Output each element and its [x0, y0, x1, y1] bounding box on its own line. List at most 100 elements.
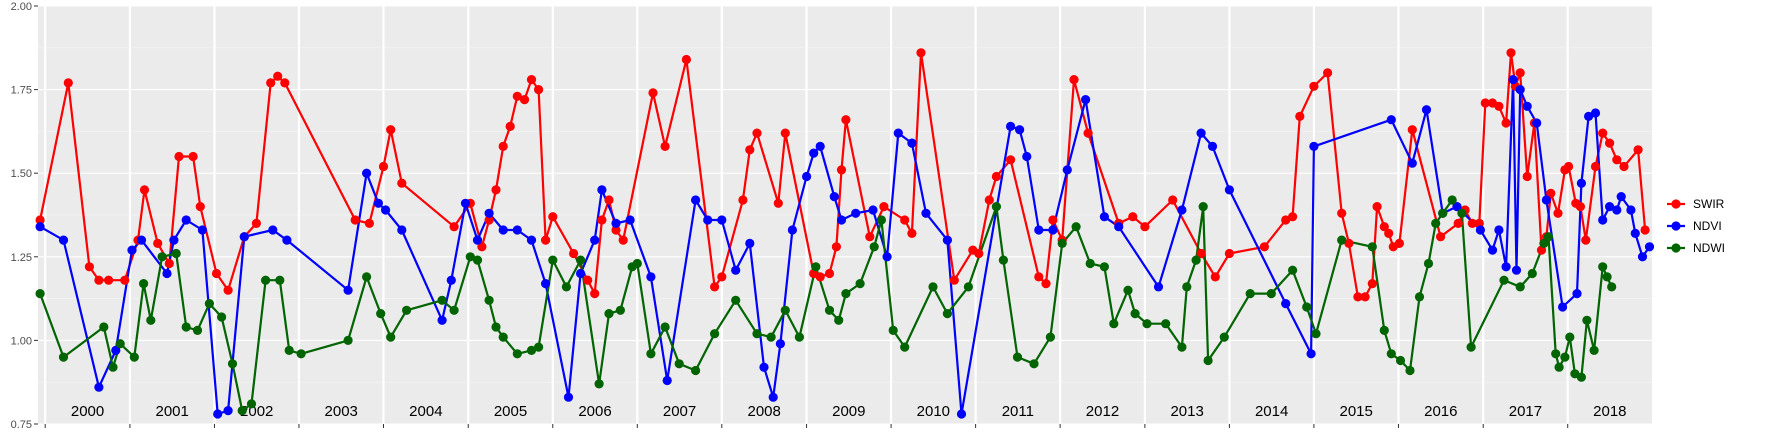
data-point-ndwi	[1266, 289, 1276, 299]
data-point-ndwi	[888, 325, 898, 335]
data-point-ndvi	[541, 279, 551, 289]
data-point-ndvi	[563, 392, 574, 402]
data-point-ndwi	[1245, 289, 1255, 299]
data-point-ndvi	[1508, 75, 1518, 85]
data-point-swir	[1394, 238, 1404, 248]
data-point-ndvi	[213, 409, 223, 419]
data-point-ndvi	[472, 235, 483, 245]
data-point-ndwi	[1466, 342, 1476, 352]
data-point-ndwi	[465, 252, 475, 262]
data-point-swir	[251, 218, 261, 228]
data-point-ndwi	[386, 332, 396, 342]
data-point-ndwi	[534, 342, 544, 352]
y-tick-label: 2.00	[11, 1, 32, 13]
data-point-swir	[512, 91, 522, 101]
data-point-ndwi	[710, 329, 720, 339]
data-point-ndwi	[227, 359, 238, 369]
data-point-swir	[1407, 125, 1417, 135]
data-point-ndwi	[129, 352, 139, 362]
y-tick-label: 0.75	[11, 419, 32, 431]
data-point-ndvi	[868, 205, 878, 215]
data-point-swir	[449, 222, 459, 232]
year-label: 2004	[409, 403, 442, 420]
data-point-ndwi	[139, 279, 149, 289]
data-point-ndwi	[615, 305, 626, 315]
data-point-ndvi	[1637, 252, 1648, 262]
year-label: 2011	[1002, 403, 1034, 420]
data-point-swir	[505, 121, 515, 131]
data-point-ndwi	[181, 322, 191, 332]
data-point-swir	[273, 71, 283, 81]
data-point-ndvi	[1626, 205, 1636, 215]
year-label: 2008	[747, 403, 780, 420]
data-point-ndvi	[1207, 141, 1218, 151]
y-tick-label: 1.00	[11, 335, 32, 347]
data-point-ndwi	[402, 305, 412, 315]
data-point-ndwi	[1438, 208, 1448, 218]
data-point-swir	[1619, 161, 1629, 172]
legend: SWIR NDVI NDWI	[1667, 197, 1725, 255]
data-point-swir	[84, 262, 94, 272]
data-point-ndvi	[1598, 215, 1608, 225]
data-point-ndvi	[498, 225, 508, 235]
year-labels: 2000 2001 2002 2003 2004 2005 2006 2007 2008 2009…	[71, 403, 1627, 420]
data-point-swir	[541, 235, 551, 245]
data-point-ndvi	[1196, 128, 1206, 138]
data-point-swir	[1564, 161, 1574, 172]
data-point-ndwi	[1142, 319, 1152, 329]
data-point-ndwi	[963, 282, 974, 292]
data-point-swir	[397, 178, 407, 188]
data-point-swir	[907, 228, 917, 238]
data-point-ndwi	[1598, 262, 1608, 272]
data-point-ndvi	[956, 409, 967, 419]
data-point-ndwi	[604, 309, 614, 319]
data-point-ndvi	[197, 225, 207, 235]
data-point-swir	[569, 248, 579, 259]
data-point-swir	[1367, 279, 1377, 289]
data-point-ndwi	[498, 332, 508, 342]
data-point-ndwi	[1560, 352, 1570, 362]
data-point-ndvi	[223, 406, 233, 416]
data-point-swir	[139, 185, 150, 195]
data-point-ndwi	[376, 309, 386, 319]
data-point-swir	[1259, 242, 1269, 252]
data-point-swir	[773, 198, 783, 208]
data-point-ndvi	[343, 285, 353, 295]
data-point-ndwi	[561, 282, 572, 292]
data-point-ndvi	[1501, 262, 1511, 272]
year-label: 2000	[71, 403, 104, 420]
year-label: 2006	[578, 403, 611, 420]
data-point-ndvi	[362, 168, 372, 178]
data-point-swir	[1581, 235, 1591, 245]
data-point-swir	[526, 75, 537, 85]
data-point-ndwi	[876, 215, 887, 225]
year-label: 2001	[156, 403, 189, 420]
data-point-swir	[364, 218, 374, 228]
data-point-ndvi	[1605, 202, 1615, 212]
data-point-ndvi	[162, 268, 172, 279]
data-point-swir	[1480, 98, 1490, 108]
data-point-ndwi	[157, 252, 167, 262]
data-point-swir	[611, 225, 621, 235]
data-point-swir	[752, 128, 762, 138]
data-point-ndwi	[58, 352, 69, 362]
data-point-swir	[188, 151, 198, 162]
y-tick-label: 1.75	[11, 85, 32, 97]
data-point-ndwi	[296, 349, 306, 359]
data-point-ndwi	[1405, 365, 1415, 376]
data-point-ndwi	[115, 339, 125, 349]
data-point-ndvi	[1114, 222, 1124, 232]
data-point-ndwi	[855, 279, 865, 289]
data-point-ndwi	[472, 255, 483, 265]
data-point-ndwi	[1130, 309, 1140, 319]
data-point-ndwi	[108, 362, 118, 372]
data-point-ndwi	[646, 349, 656, 359]
legend-item-ndwi: NDWI	[1667, 241, 1725, 255]
data-point-swir	[660, 141, 670, 151]
data-point-swir	[1140, 222, 1150, 232]
data-point-ndwi	[1182, 282, 1192, 292]
data-point-swir	[1515, 68, 1525, 78]
data-point-swir	[900, 215, 910, 225]
year-label: 2015	[1339, 403, 1372, 420]
data-point-ndwi	[1457, 208, 1467, 218]
